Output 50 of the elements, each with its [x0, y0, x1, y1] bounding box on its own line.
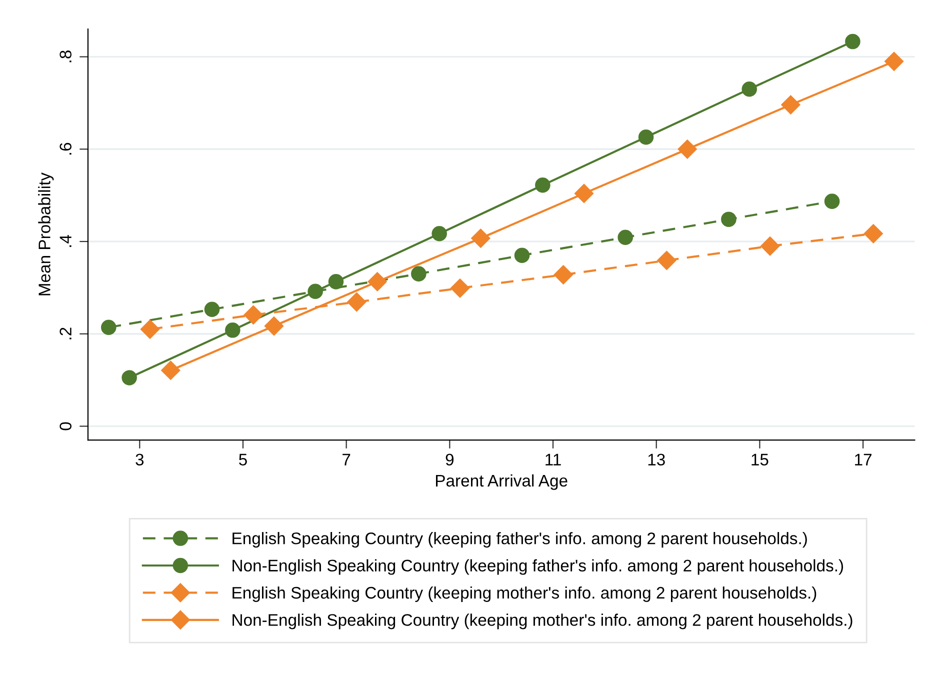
point	[884, 52, 904, 71]
point	[574, 184, 594, 204]
point	[638, 129, 654, 145]
x-tick-label: 15	[752, 454, 768, 466]
point	[721, 212, 736, 227]
point	[347, 292, 366, 312]
point	[432, 226, 447, 242]
point	[781, 95, 800, 114]
point	[657, 250, 676, 270]
point	[161, 360, 180, 380]
y-tick-label: .8	[60, 50, 72, 62]
point	[535, 178, 550, 193]
point	[742, 81, 757, 97]
x-tick-label: 3	[136, 454, 144, 466]
point	[471, 228, 490, 248]
point	[411, 266, 426, 282]
point	[618, 230, 633, 245]
y-tick-label: 0	[60, 422, 72, 430]
point	[760, 236, 780, 256]
point	[450, 278, 470, 298]
point	[368, 272, 387, 292]
point	[678, 140, 697, 159]
point	[122, 370, 137, 386]
x-tick-label: 11	[546, 454, 561, 466]
x-tick-label: 7	[342, 454, 350, 466]
point	[514, 248, 530, 263]
point	[225, 322, 240, 338]
point	[140, 320, 160, 339]
y-tick-label: .4	[60, 235, 72, 247]
point	[328, 274, 344, 290]
point	[264, 316, 284, 336]
point	[824, 194, 840, 209]
x-axis-title: Parent Arrival Age	[436, 474, 568, 490]
point	[864, 224, 883, 244]
y-tick-label: .2	[60, 328, 72, 340]
y-tick-label: .6	[60, 142, 72, 155]
legend-label: Non-English Speaking Country (keeping mother's info. among 2 parent households.)	[232, 614, 852, 630]
point	[244, 305, 263, 324]
point	[554, 265, 573, 284]
x-tick-label: 9	[446, 454, 454, 466]
legend-label: English Speaking Country (keeping father's info. among 2 parent households.)	[232, 532, 807, 548]
x-tick-label: 13	[648, 454, 665, 466]
legend-label: Non-English Speaking Country (keeping father's info. among 2 parent households.)	[232, 559, 844, 575]
point	[845, 34, 860, 50]
x-tick-label: 5	[239, 454, 247, 466]
point	[204, 302, 220, 318]
point	[101, 320, 116, 336]
y-axis-title: Mean Probability	[38, 172, 54, 296]
x-tick-label: 17	[855, 454, 872, 466]
legend-label: English Speaking Country (keeping mother's info. among 2 parent households.)	[232, 586, 816, 602]
